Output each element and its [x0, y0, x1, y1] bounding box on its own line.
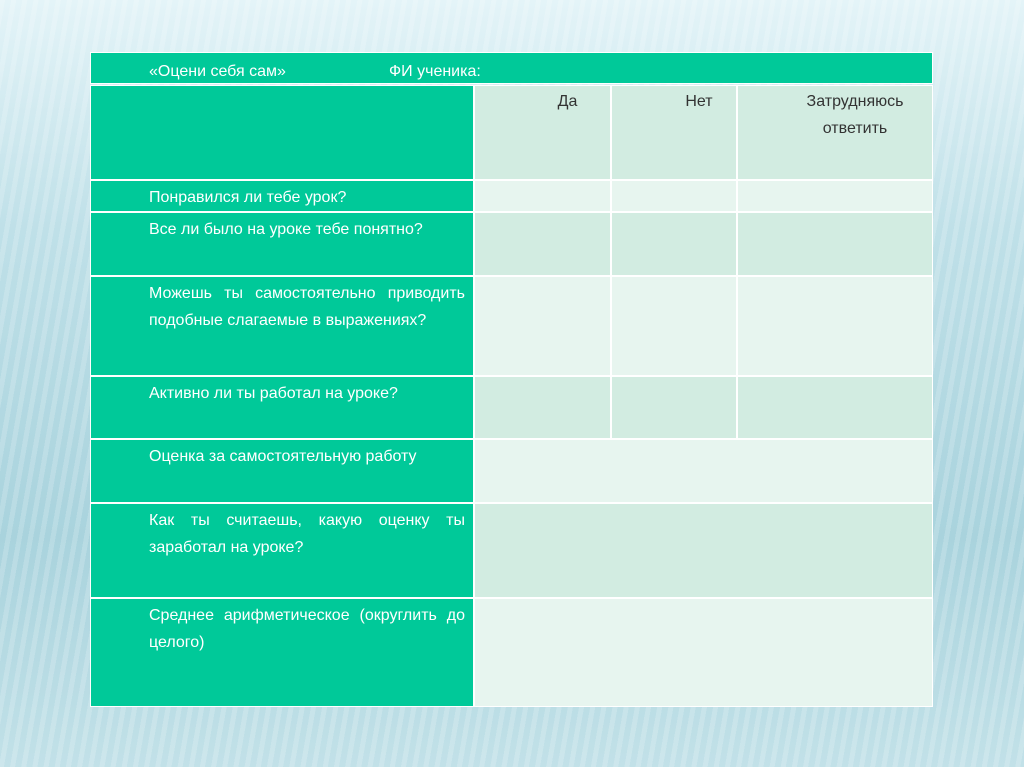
answer-cell	[474, 212, 611, 276]
answer-cell	[737, 212, 933, 276]
column-header: Нет	[611, 85, 737, 180]
header-title: «Оцени себя сам»	[149, 63, 286, 80]
question-cell: Можешь ты самостоятельно приводить подоб…	[90, 276, 474, 376]
column-header: Затрудняюсь ответить	[737, 85, 933, 180]
answer-cell	[474, 276, 611, 376]
header-student: ФИ ученика:	[389, 63, 481, 80]
question-cell: Как ты считаешь, какую оценку ты заработ…	[90, 503, 474, 598]
answer-cell	[474, 439, 933, 503]
answer-cell	[737, 276, 933, 376]
answer-cell	[474, 180, 611, 212]
column-header: Да	[474, 85, 611, 180]
answer-cell	[474, 503, 933, 598]
question-cell: Среднее арифметическое (округлить до цел…	[90, 598, 474, 707]
answer-cell	[474, 598, 933, 707]
question-cell: Все ли было на уроке тебе понятно?	[90, 212, 474, 276]
question-cell: Оценка за самостоятельную работу	[90, 439, 474, 503]
header-row: «Оцени себя сам» ФИ ученика:	[90, 52, 933, 84]
answer-cell	[611, 180, 737, 212]
answer-cell	[474, 376, 611, 439]
corner-cell	[90, 85, 474, 180]
answer-cell	[611, 276, 737, 376]
question-cell: Понравился ли тебе урок?	[90, 180, 474, 212]
answer-cell	[611, 376, 737, 439]
answer-cell	[737, 180, 933, 212]
answer-cell	[737, 376, 933, 439]
answer-cell	[611, 212, 737, 276]
question-cell: Активно ли ты работал на уроке?	[90, 376, 474, 439]
